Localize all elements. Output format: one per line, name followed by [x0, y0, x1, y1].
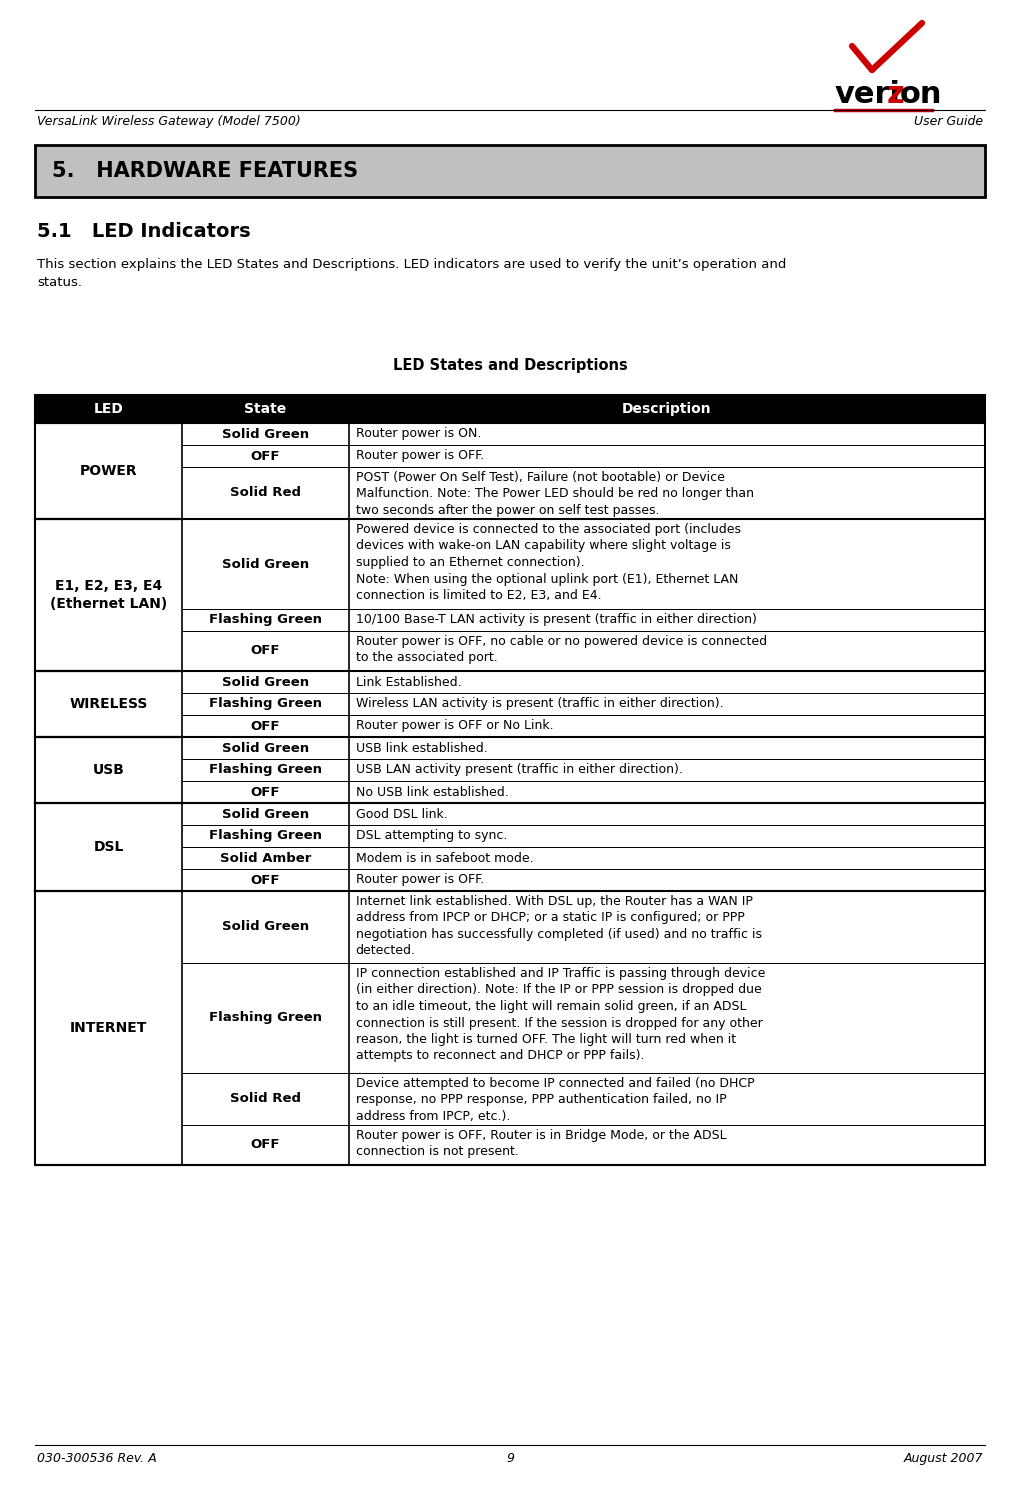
Text: Solid Green: Solid Green [221, 921, 309, 934]
Text: USB link established.: USB link established. [356, 742, 488, 755]
Text: OFF: OFF [251, 645, 280, 658]
Text: Solid Amber: Solid Amber [219, 852, 311, 864]
Text: Solid Green: Solid Green [221, 558, 309, 570]
Text: Description: Description [622, 401, 711, 416]
Text: August 2007: August 2007 [903, 1452, 983, 1465]
Text: Modem is in safeboot mode.: Modem is in safeboot mode. [356, 852, 533, 864]
Text: Link Established.: Link Established. [356, 676, 461, 688]
Text: DSL attempting to sync.: DSL attempting to sync. [356, 830, 507, 843]
Text: 10/100 Base-T LAN activity is present (traffic in either direction): 10/100 Base-T LAN activity is present (t… [356, 613, 756, 627]
Text: Flashing Green: Flashing Green [209, 697, 322, 710]
Text: USB LAN activity present (traffic in either direction).: USB LAN activity present (traffic in eit… [356, 764, 683, 776]
Text: USB: USB [92, 762, 125, 777]
Text: Router power is OFF.: Router power is OFF. [356, 449, 484, 463]
Text: Powered device is connected to the associated port (includes
devices with wake-o: Powered device is connected to the assoc… [356, 524, 741, 601]
Text: WIRELESS: WIRELESS [69, 697, 147, 712]
Text: OFF: OFF [251, 1138, 280, 1152]
Text: Router power is OFF.: Router power is OFF. [356, 873, 484, 886]
Bar [35, 395, 985, 424]
Text: Flashing Green: Flashing Green [209, 764, 322, 776]
Text: Router power is OFF, no cable or no powered device is connected
to the associate: Router power is OFF, no cable or no powe… [356, 636, 767, 664]
Text: Device attempted to become IP connected and failed (no DHCP
response, no PPP res: Device attempted to become IP connected … [356, 1077, 754, 1123]
Text: Solid Red: Solid Red [230, 1092, 301, 1106]
Text: Solid Green: Solid Green [221, 428, 309, 440]
Text: OFF: OFF [251, 785, 280, 798]
Text: LED States and Descriptions: LED States and Descriptions [392, 358, 627, 373]
Bar [35, 395, 985, 1165]
Text: Solid Green: Solid Green [221, 676, 309, 688]
Text: State: State [244, 401, 287, 416]
Text: z: z [887, 81, 905, 109]
Text: OFF: OFF [251, 873, 280, 886]
Text: POWER: POWER [80, 464, 137, 477]
Text: No USB link established.: No USB link established. [356, 785, 508, 798]
Text: LED: LED [93, 401, 124, 416]
Text: Flashing Green: Flashing Green [209, 613, 322, 627]
Text: User Guide: User Guide [913, 115, 983, 128]
Text: Flashing Green: Flashing Green [209, 1012, 322, 1025]
Text: Wireless LAN activity is present (traffic in either direction).: Wireless LAN activity is present (traffi… [356, 697, 723, 710]
Text: 5.   HARDWARE FEATURES: 5. HARDWARE FEATURES [52, 161, 358, 181]
Text: Router power is ON.: Router power is ON. [356, 428, 481, 440]
Text: This section explains the LED States and Descriptions. LED indicators are used t: This section explains the LED States and… [37, 258, 786, 289]
Bar [35, 145, 985, 197]
Text: Solid Green: Solid Green [221, 807, 309, 821]
Text: INTERNET: INTERNET [70, 1021, 147, 1035]
Text: Router power is OFF, Router is in Bridge Mode, or the ADSL
connection is not pre: Router power is OFF, Router is in Bridge… [356, 1129, 726, 1158]
Text: on: on [900, 81, 943, 109]
Text: 9: 9 [506, 1452, 514, 1465]
Text: IP connection established and IP Traffic is passing through device
(in either di: IP connection established and IP Traffic… [356, 967, 765, 1062]
Text: Flashing Green: Flashing Green [209, 830, 322, 843]
Text: Solid Green: Solid Green [221, 742, 309, 755]
Text: Good DSL link.: Good DSL link. [356, 807, 447, 821]
Text: Router power is OFF or No Link.: Router power is OFF or No Link. [356, 719, 553, 733]
Text: E1, E2, E3, E4
(Ethernet LAN): E1, E2, E3, E4 (Ethernet LAN) [50, 579, 168, 610]
Text: DSL: DSL [93, 840, 124, 853]
Text: veri: veri [835, 81, 901, 109]
Text: VersaLink Wireless Gateway (Model 7500): VersaLink Wireless Gateway (Model 7500) [37, 115, 301, 128]
Text: OFF: OFF [251, 719, 280, 733]
Text: Solid Red: Solid Red [230, 486, 301, 500]
Text: POST (Power On Self Test), Failure (not bootable) or Device
Malfunction. Note: T: POST (Power On Self Test), Failure (not … [356, 471, 754, 518]
Text: 5.1   LED Indicators: 5.1 LED Indicators [37, 222, 251, 242]
Text: Internet link established. With DSL up, the Router has a WAN IP
address from IPC: Internet link established. With DSL up, … [356, 895, 762, 958]
Text: OFF: OFF [251, 449, 280, 463]
Text: 030-300536 Rev. A: 030-300536 Rev. A [37, 1452, 156, 1465]
